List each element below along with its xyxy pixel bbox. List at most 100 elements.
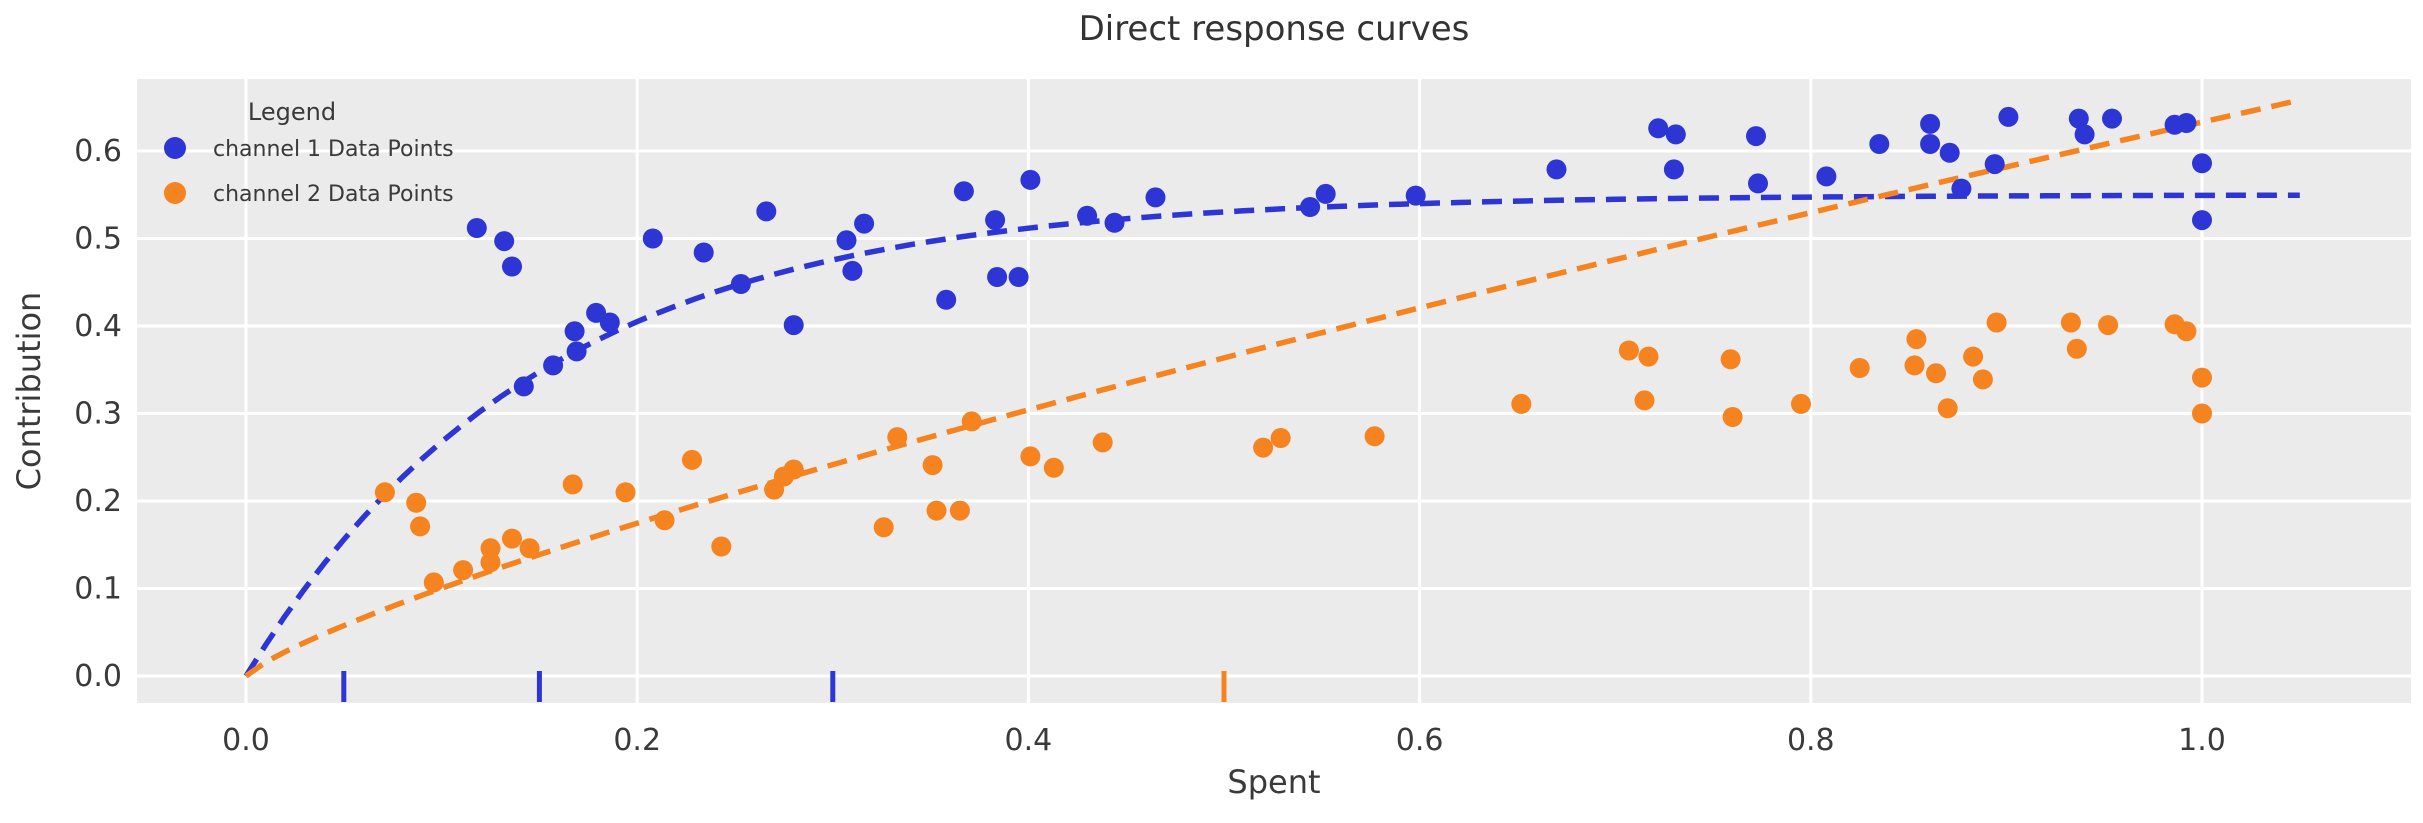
data-point-channel-1 (466, 218, 487, 238)
y-tick-label: 0.4 (74, 309, 122, 344)
data-point-channel-2 (1926, 363, 1946, 384)
legend-item-channel-1: channel 1 Data Points (164, 137, 454, 162)
x-tick-label: 1.0 (2178, 723, 2226, 758)
legend-item-channel-2-label: channel 2 Data Points (213, 182, 454, 207)
data-point-channel-1 (987, 267, 1008, 287)
data-point-channel-2 (1270, 428, 1291, 448)
data-point-channel-1 (1984, 154, 2005, 175)
data-point-channel-2 (562, 474, 583, 495)
data-point-channel-1 (1020, 169, 1041, 190)
x-tick-label: 0.8 (1787, 723, 1835, 758)
data-point-channel-2 (1253, 437, 1274, 458)
data-point-channel-1 (936, 289, 957, 310)
data-point-channel-1 (1939, 142, 1960, 163)
data-point-channel-1 (1920, 113, 1941, 134)
data-point-channel-2 (783, 459, 804, 480)
data-point-channel-2 (1906, 329, 1927, 350)
data-point-channel-2 (961, 411, 982, 432)
data-point-channel-2 (1722, 407, 1743, 427)
data-point-channel-2 (1904, 355, 1925, 376)
data-point-channel-1 (599, 312, 620, 333)
data-point-channel-2 (711, 536, 732, 557)
data-point-channel-2 (1043, 457, 1064, 478)
data-point-channel-1 (1665, 124, 1686, 145)
data-point-channel-1 (1546, 159, 1567, 180)
data-point-channel-1 (1648, 118, 1669, 139)
data-point-channel-1 (854, 213, 875, 234)
data-point-channel-2 (410, 516, 431, 537)
data-point-channel-1 (1951, 178, 1972, 199)
data-point-channel-1 (842, 260, 863, 281)
data-point-channel-2 (2176, 321, 2197, 342)
data-point-channel-2 (1972, 369, 1993, 390)
data-point-channel-1 (1816, 166, 1837, 187)
data-point-channel-1 (502, 256, 522, 277)
data-point-channel-2 (2066, 338, 2087, 359)
data-point-channel-1 (985, 210, 1006, 231)
data-point-channel-1 (783, 315, 804, 336)
legend-item-channel-1-label: channel 1 Data Points (213, 137, 454, 162)
y-tick-label: 0.0 (74, 659, 122, 694)
data-point-channel-2 (2192, 367, 2212, 388)
y-tick-label: 0.5 (74, 222, 122, 257)
data-point-channel-2 (453, 560, 474, 581)
y-tick-label: 0.2 (74, 484, 122, 519)
data-point-channel-1 (1663, 159, 1684, 180)
data-point-channel-1 (2102, 108, 2122, 129)
data-point-channel-2 (480, 552, 501, 573)
data-point-channel-2 (1511, 393, 1532, 414)
data-point-channel-2 (1937, 398, 1958, 419)
data-point-channel-2 (2192, 403, 2212, 424)
data-point-channel-2 (1986, 312, 2007, 333)
data-point-channel-2 (374, 482, 395, 503)
data-point-channel-1 (1748, 173, 1768, 194)
legend: Legend channel 1 Data Points channel 2 D… (164, 98, 454, 207)
data-point-channel-1 (1077, 205, 1098, 226)
data-point-channel-2 (949, 500, 970, 521)
y-tick-label: 0.6 (74, 134, 122, 169)
data-point-channel-1 (756, 201, 777, 222)
data-point-channel-2 (887, 427, 908, 448)
point-layer (374, 106, 2212, 593)
data-point-channel-2 (873, 517, 894, 538)
tick-layer: 0.0 0.2 0.4 0.6 0.8 1.0 0.0 0.1 0.2 0.3 0.4 0.5 0.6 (74, 134, 2226, 758)
x-tick-label: 0.6 (1396, 723, 1444, 758)
x-tick-label: 0.4 (1005, 723, 1053, 758)
data-point-channel-2 (1092, 432, 1113, 453)
data-point-channel-2 (423, 572, 444, 593)
grid-layer (137, 79, 2411, 703)
x-tick-label: 0.2 (613, 723, 661, 758)
data-point-channel-2 (1618, 340, 1639, 361)
data-point-channel-2 (926, 500, 947, 521)
data-point-channel-1 (564, 321, 585, 342)
data-point-channel-1 (1145, 187, 1166, 208)
data-point-channel-2 (1020, 446, 1041, 467)
rug-layer (341, 671, 1227, 702)
legend-title: Legend (248, 98, 336, 126)
data-point-channel-1 (1998, 106, 2019, 127)
data-point-channel-1 (1300, 197, 1321, 217)
data-point-channel-2 (1364, 426, 1385, 447)
data-point-channel-1 (2068, 108, 2089, 129)
data-point-channel-1 (2192, 210, 2212, 231)
data-point-channel-2 (1638, 346, 1659, 367)
legend-marker-channel-2-icon (164, 182, 186, 204)
data-point-channel-1 (642, 228, 663, 249)
data-point-channel-2 (2060, 312, 2081, 333)
data-point-channel-1 (566, 341, 587, 362)
data-point-channel-2 (1849, 358, 1870, 378)
data-point-channel-2 (922, 455, 943, 476)
data-point-channel-1 (2176, 113, 2197, 133)
x-axis-label: Spent (1227, 763, 1320, 801)
plot-panel (137, 79, 2411, 703)
data-point-channel-1 (543, 355, 564, 376)
data-point-channel-1 (494, 231, 515, 252)
data-point-channel-1 (1104, 212, 1125, 233)
data-point-channel-2 (615, 482, 636, 503)
data-point-channel-2 (1791, 393, 1811, 414)
data-point-channel-2 (1634, 390, 1655, 411)
data-point-channel-1 (1008, 267, 1029, 287)
data-point-channel-1 (1746, 126, 1766, 147)
data-point-channel-2 (682, 449, 702, 470)
